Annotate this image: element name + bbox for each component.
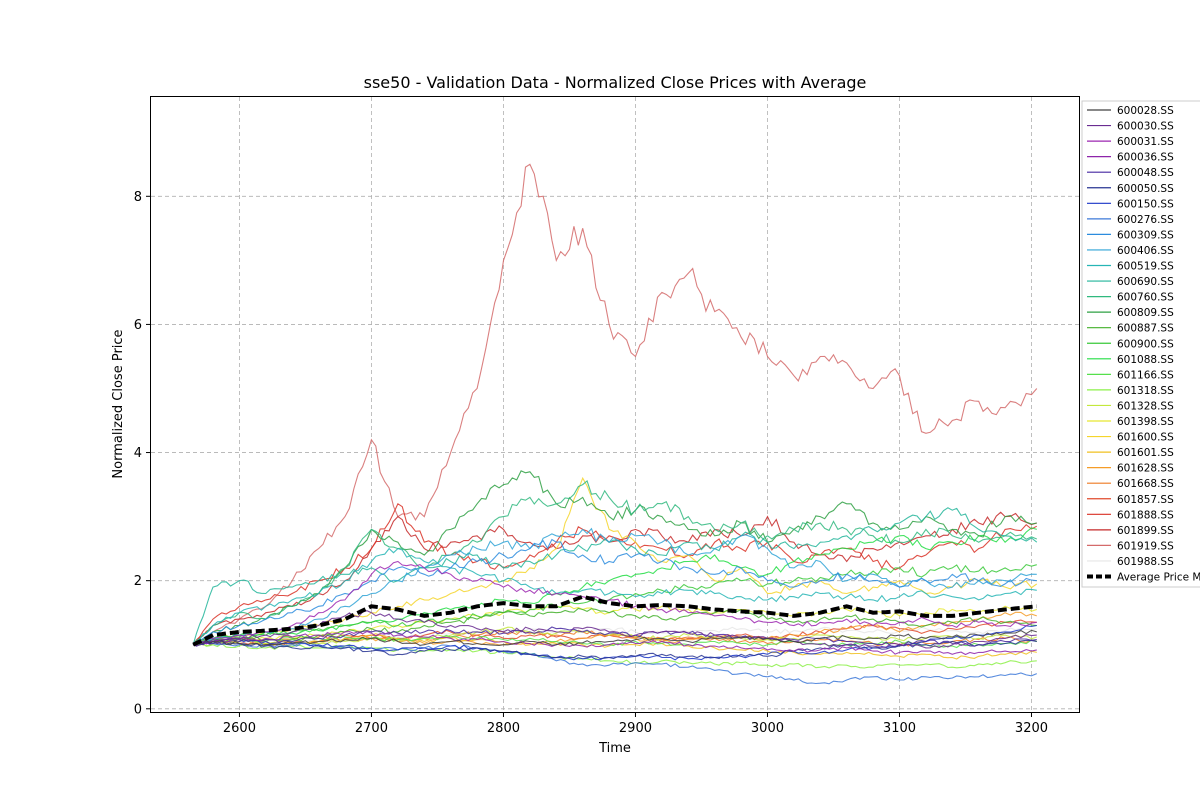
legend-label: 600887.SS	[1117, 323, 1174, 335]
series-line-600276-ss	[193, 642, 1038, 685]
series-line-600887-ss	[193, 607, 1037, 646]
x-tick-label: 3000	[751, 721, 784, 736]
series-line-600028-ss	[193, 629, 1037, 647]
legend-label: 601919.SS	[1117, 540, 1174, 552]
series-line-601919-ss	[192, 163, 1038, 646]
series-line-average-price-movement	[192, 594, 1037, 647]
legend-label: 600028.SS	[1117, 105, 1174, 117]
plot-area-frame	[150, 96, 1080, 713]
legend-label: 601628.SS	[1117, 463, 1174, 475]
chart-title: sse50 - Validation Data - Normalized Clo…	[364, 73, 867, 92]
legend-label: 601988.SS	[1117, 556, 1174, 568]
legend-label: 601166.SS	[1117, 369, 1174, 381]
series-line-600031-ss	[193, 560, 1037, 646]
legend-label: 600031.SS	[1117, 136, 1174, 148]
legend-label: 600048.SS	[1117, 167, 1174, 179]
x-tick-label: 3100	[883, 721, 916, 736]
legend-label: 600690.SS	[1117, 276, 1174, 288]
legend-label: 600809.SS	[1117, 307, 1174, 319]
legend-label: 601398.SS	[1117, 416, 1174, 428]
y-axis-label: Normalized Close Price	[111, 329, 126, 478]
y-tick-label: 0	[134, 702, 142, 717]
series-line-600048-ss	[192, 626, 1037, 647]
x-tick-label: 2600	[223, 721, 256, 736]
y-tick-label: 6	[134, 318, 142, 333]
y-tick-label: 2	[134, 574, 142, 589]
series-line-600406-ss	[193, 527, 1037, 646]
legend-label: 601601.SS	[1117, 447, 1174, 459]
legend-label: 600900.SS	[1117, 338, 1174, 350]
series-line-601600-ss	[193, 476, 1038, 646]
legend: 600028.SS 600030.SS 600031.SS 600036.SS 6000…	[1081, 100, 1200, 588]
series-line-600050-ss	[192, 639, 1037, 660]
grid-lines	[151, 97, 1079, 712]
legend-label: 600309.SS	[1117, 229, 1174, 241]
legend-label: 600276.SS	[1117, 214, 1174, 226]
legend-label: 601899.SS	[1117, 525, 1174, 537]
y-tick-label: 4	[134, 446, 142, 461]
legend-box	[1081, 100, 1200, 588]
series-line-601988-ss	[193, 626, 1037, 646]
legend-label: 601888.SS	[1117, 509, 1174, 521]
series-line-600760-ss	[192, 479, 1038, 646]
series-line-600309-ss	[192, 538, 1037, 646]
y-tick-label: 8	[134, 190, 142, 205]
y-axis-ticks: 0 2 4 6 8	[134, 190, 151, 717]
legend-label: 601088.SS	[1117, 354, 1174, 366]
series-line-600519-ss	[192, 547, 1037, 646]
series-line-601888-ss	[192, 502, 1038, 646]
legend-label: 601857.SS	[1117, 494, 1174, 506]
legend-label: 601328.SS	[1117, 400, 1174, 412]
legend-label: 601668.SS	[1117, 478, 1174, 490]
x-tick-label: 2900	[619, 721, 652, 736]
legend-label: 600760.SS	[1117, 292, 1174, 304]
x-tick-label: 2800	[487, 721, 520, 736]
x-axis-label: Time	[598, 741, 631, 756]
legend-label: 601600.SS	[1117, 432, 1174, 444]
legend-label: 600150.SS	[1117, 198, 1174, 210]
legend-label: 600050.SS	[1117, 183, 1174, 195]
x-tick-label: 3200	[1015, 721, 1048, 736]
legend-label: 600406.SS	[1117, 245, 1174, 257]
x-axis-ticks: 2600 2700 2800 2900 3000 3100 3200	[223, 712, 1048, 736]
series-line-601088-ss	[193, 527, 1037, 646]
legend-label: Average Price Movement	[1117, 572, 1200, 584]
x-tick-label: 2700	[355, 721, 388, 736]
legend-label: 601318.SS	[1117, 385, 1174, 397]
legend-label: 600519.SS	[1117, 261, 1174, 273]
series-layer	[192, 163, 1038, 685]
series-line-600809-ss	[192, 470, 1037, 646]
legend-label: 600030.SS	[1117, 121, 1174, 133]
legend-label: 600036.SS	[1117, 152, 1174, 164]
series-line-600036-ss	[193, 630, 1037, 656]
